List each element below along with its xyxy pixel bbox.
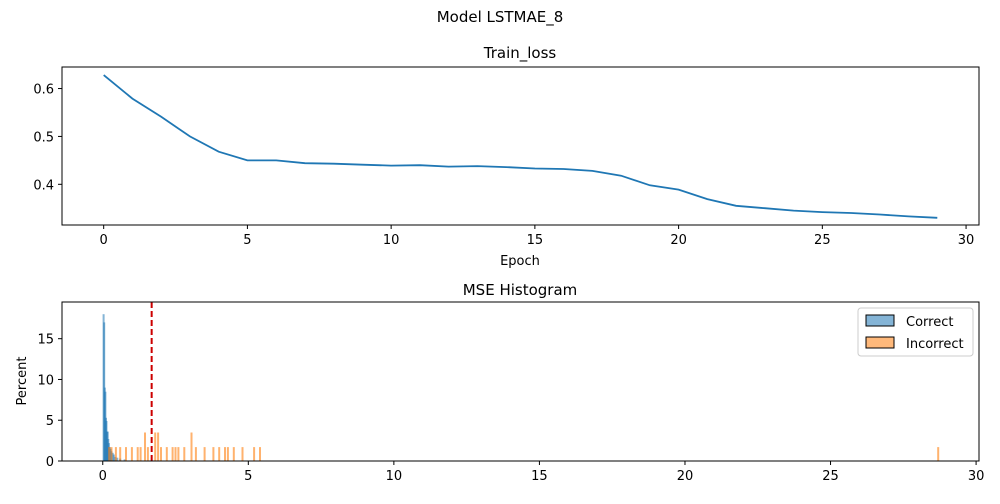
hist-bar-incorrect xyxy=(125,447,127,461)
figure-suptitle: Model LSTMAE_8 xyxy=(437,8,564,27)
loss-chart: Train_loss 0 5 10 15 20 25 30 0.4 0.5 0.6 Epoch xyxy=(33,44,980,269)
hist-x-tick-label: 10 xyxy=(386,469,403,484)
hist-bar-incorrect xyxy=(136,447,139,461)
hist-bar-incorrect xyxy=(937,447,940,461)
loss-x-tick-label: 30 xyxy=(958,233,975,248)
hist-x-tick-label: 5 xyxy=(244,469,252,484)
hist-bar-incorrect xyxy=(183,447,186,461)
hist-y-tick-label: 10 xyxy=(37,373,54,388)
legend-label-correct: Correct xyxy=(906,315,953,330)
hist-bar-incorrect xyxy=(114,447,117,461)
loss-x-tick-label: 10 xyxy=(383,233,400,248)
hist-bar-incorrect xyxy=(224,447,226,461)
hist-bar-incorrect xyxy=(190,432,193,461)
loss-chart-xlabel: Epoch xyxy=(500,254,540,269)
mse-histogram-frame xyxy=(61,301,980,462)
loss-x-tick-label: 15 xyxy=(527,233,544,248)
hist-bar-incorrect xyxy=(165,447,168,461)
legend-swatch-correct xyxy=(865,314,895,327)
hist-bar-incorrect xyxy=(157,432,160,461)
hist-bar-incorrect xyxy=(160,447,162,461)
mse-histogram-bars xyxy=(102,314,940,461)
loss-series-line xyxy=(103,74,938,219)
hist-bar-incorrect xyxy=(154,432,157,461)
hist-bar-incorrect xyxy=(194,447,197,461)
loss-chart-ticks: 0 5 10 15 20 25 30 0.4 0.5 0.6 xyxy=(33,83,974,248)
legend-label-incorrect: Incorrect xyxy=(906,337,964,352)
mse-histogram-ylabel: Percent xyxy=(15,357,30,406)
loss-x-tick-label: 25 xyxy=(814,233,831,248)
loss-y-tick-label: 0.5 xyxy=(33,130,54,145)
hist-bar-correct xyxy=(123,459,126,461)
hist-bar-incorrect xyxy=(139,447,142,461)
hist-x-tick-label: 20 xyxy=(677,469,694,484)
hist-bar-incorrect xyxy=(177,447,180,461)
hist-bar-incorrect xyxy=(218,447,221,461)
mse-histogram-title: MSE Histogram xyxy=(463,281,578,299)
hist-bar-incorrect xyxy=(241,447,244,461)
hist-bar-correct xyxy=(112,454,115,461)
hist-bar-incorrect xyxy=(144,432,146,461)
hist-bar-incorrect xyxy=(110,447,113,461)
hist-bar-incorrect xyxy=(259,447,261,461)
hist-bar-incorrect xyxy=(232,447,235,461)
loss-chart-lines xyxy=(103,74,938,219)
hist-bar-incorrect xyxy=(174,447,177,461)
mse-histogram-chart: MSE Histogram 0 5 10 15 20 25 30 0 5 10 15 Percent… xyxy=(15,281,984,484)
hist-bar-incorrect xyxy=(212,447,215,461)
hist-bar-incorrect xyxy=(171,447,174,461)
hist-bar-incorrect xyxy=(253,447,256,461)
loss-chart-frame xyxy=(61,66,980,226)
mse-histogram-ticks: 0 5 10 15 20 25 30 0 5 10 15 xyxy=(37,333,984,484)
mse-histogram-legend: Correct Incorrect xyxy=(857,307,974,357)
hist-bar-incorrect xyxy=(203,447,206,461)
hist-x-tick-label: 25 xyxy=(822,469,839,484)
hist-y-tick-label: 15 xyxy=(37,333,54,348)
hist-bar-incorrect xyxy=(119,447,122,461)
loss-x-tick-label: 0 xyxy=(100,233,108,248)
loss-y-tick-label: 0.6 xyxy=(33,83,54,98)
hist-y-tick-label: 5 xyxy=(46,414,54,429)
hist-bar-incorrect xyxy=(226,447,229,461)
hist-bar-incorrect xyxy=(146,447,149,461)
hist-x-tick-label: 15 xyxy=(531,469,548,484)
hist-y-tick-label: 0 xyxy=(46,455,54,470)
legend-swatch-incorrect xyxy=(865,336,895,349)
hist-x-tick-label: 30 xyxy=(968,469,985,484)
hist-bar-correct xyxy=(116,457,119,461)
hist-x-tick-label: 0 xyxy=(99,469,107,484)
loss-x-tick-label: 5 xyxy=(243,233,251,248)
hist-bar-incorrect xyxy=(130,447,133,461)
hist-bar-incorrect xyxy=(108,447,111,461)
loss-y-tick-label: 0.4 xyxy=(33,178,54,193)
loss-chart-title: Train_loss xyxy=(483,44,557,63)
hist-bar-correct xyxy=(111,452,114,461)
loss-x-tick-label: 20 xyxy=(670,233,687,248)
